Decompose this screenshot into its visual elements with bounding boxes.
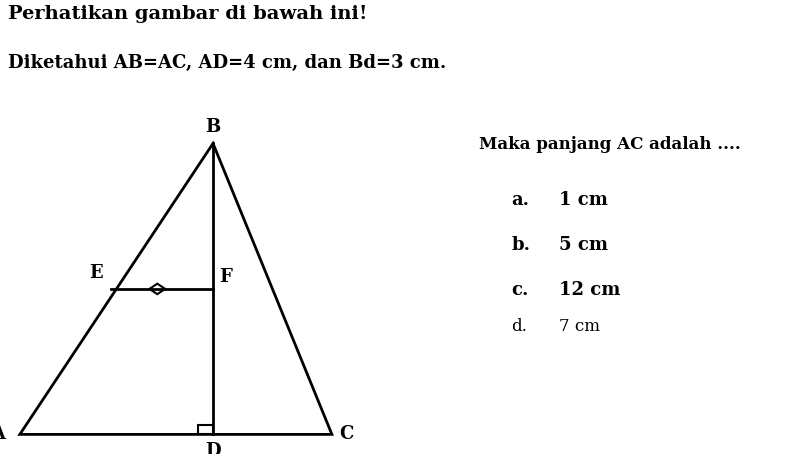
- Text: B: B: [205, 118, 221, 136]
- Text: Diketahui AB=AC, AD=4 cm, dan Bd=3 cm.: Diketahui AB=AC, AD=4 cm, dan Bd=3 cm.: [8, 54, 446, 73]
- Text: 12 cm: 12 cm: [559, 281, 621, 300]
- Text: 1 cm: 1 cm: [559, 191, 608, 209]
- Text: c.: c.: [511, 281, 529, 300]
- Text: F: F: [219, 268, 232, 286]
- Text: C: C: [340, 425, 354, 444]
- Text: D: D: [205, 442, 221, 454]
- Text: b.: b.: [511, 236, 531, 254]
- Text: 7 cm: 7 cm: [559, 318, 600, 335]
- Text: a.: a.: [511, 191, 530, 209]
- Text: E: E: [89, 264, 102, 282]
- Bar: [198, 424, 213, 434]
- Text: Maka panjang AC adalah ....: Maka panjang AC adalah ....: [479, 136, 741, 153]
- Text: 5 cm: 5 cm: [559, 236, 608, 254]
- Text: d.: d.: [511, 318, 527, 335]
- Text: A: A: [0, 425, 5, 444]
- Text: Perhatikan gambar di bawah ini!: Perhatikan gambar di bawah ini!: [8, 5, 368, 23]
